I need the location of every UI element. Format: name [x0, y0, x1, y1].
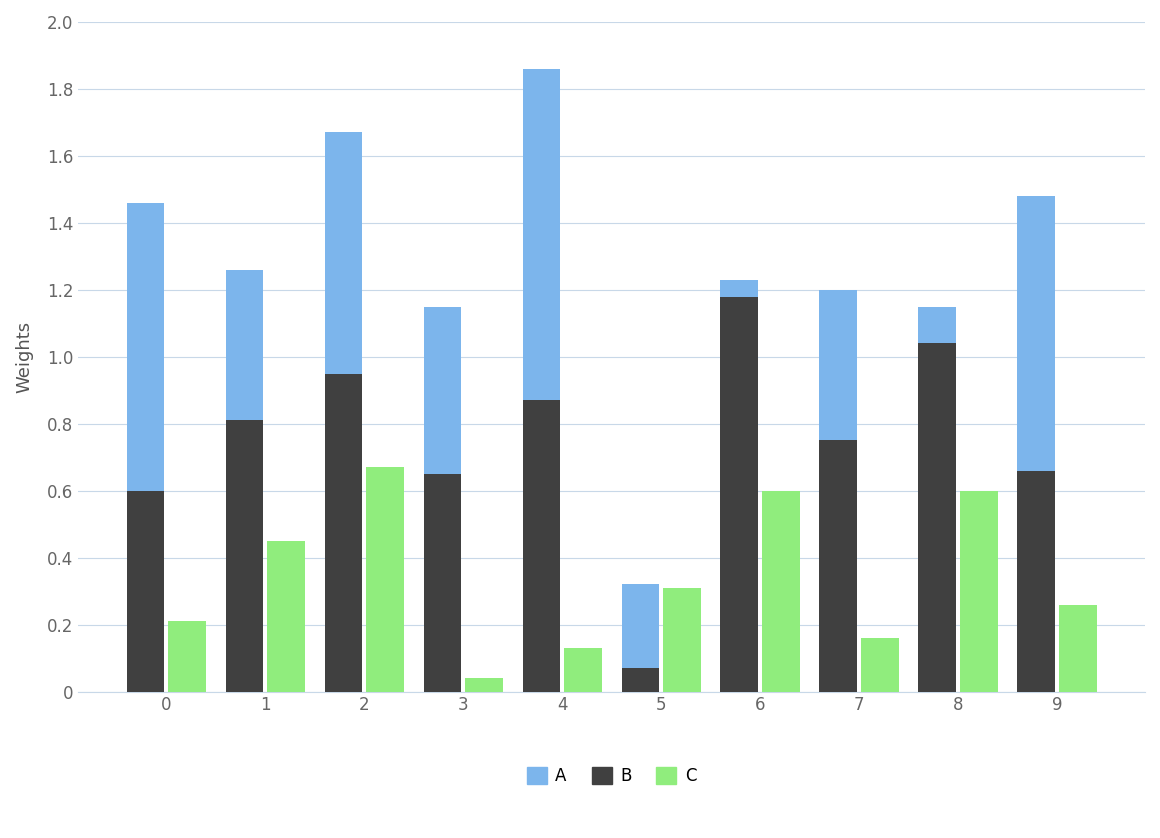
- Bar: [1017, 471, 1054, 691]
- Bar: [960, 491, 998, 691]
- Bar: [126, 491, 165, 691]
- Bar: [861, 638, 899, 691]
- Bar: [226, 421, 263, 691]
- Bar: [1059, 604, 1096, 691]
- Bar: [819, 441, 857, 691]
- Bar: [622, 584, 659, 668]
- Bar: [720, 280, 759, 297]
- Legend: A, B, C: A, B, C: [521, 760, 703, 792]
- Bar: [664, 587, 701, 691]
- Bar: [720, 297, 759, 691]
- Bar: [325, 132, 362, 374]
- Bar: [126, 203, 165, 491]
- Bar: [367, 468, 404, 691]
- Bar: [522, 401, 560, 691]
- Bar: [423, 474, 462, 691]
- Bar: [267, 541, 305, 691]
- Bar: [564, 648, 602, 691]
- Bar: [423, 307, 462, 474]
- Bar: [622, 668, 659, 691]
- Bar: [168, 621, 206, 691]
- Bar: [1017, 196, 1054, 471]
- Bar: [325, 374, 362, 691]
- Bar: [226, 270, 263, 421]
- Y-axis label: Weights: Weights: [15, 321, 32, 393]
- Bar: [465, 678, 502, 691]
- Bar: [919, 307, 956, 344]
- Bar: [522, 69, 560, 401]
- Bar: [819, 290, 857, 441]
- Bar: [762, 491, 799, 691]
- Bar: [919, 344, 956, 691]
